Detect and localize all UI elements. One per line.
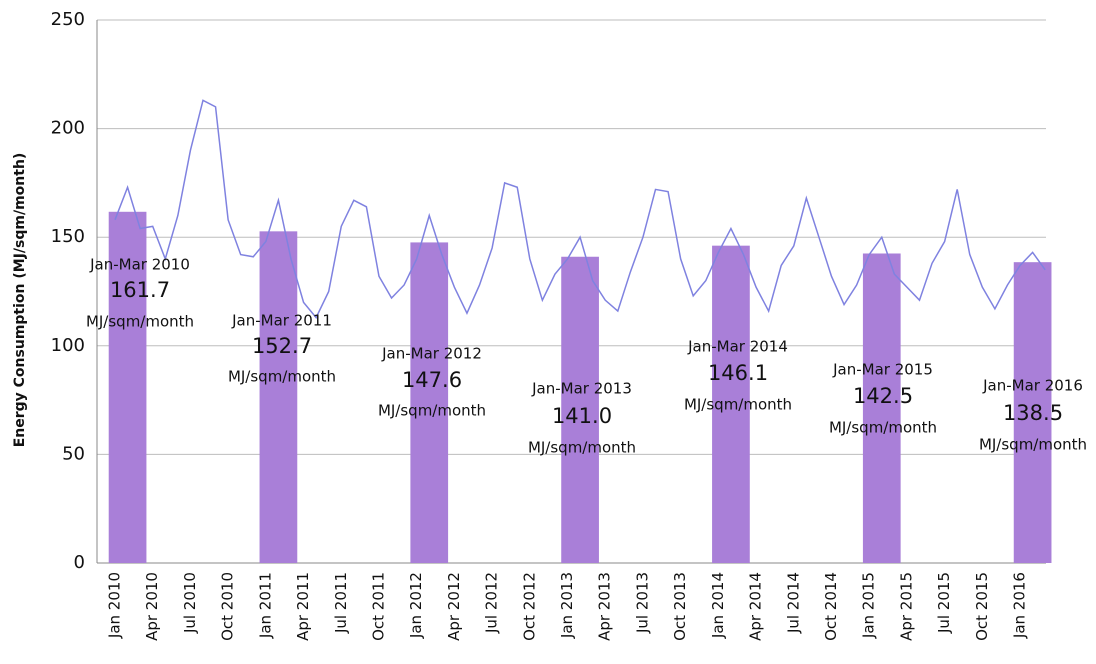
line [114,99,1046,319]
annotation-period: Jan-Mar 2012 [381,345,482,363]
annotation-unit: MJ/sqm/month [228,368,336,386]
annotation-period: Jan-Mar 2010 [89,256,190,274]
x-tick-label: Jul 2013 [633,572,651,634]
x-tick-label: Jan 2016 [1011,572,1029,639]
x-tick-label: Oct 2014 [822,572,840,641]
x-tick-label: Apr 2013 [596,572,614,641]
annotation-value: 152.7 [252,334,312,358]
annotation-period: Jan-Mar 2014 [687,338,788,356]
x-tick-label: Oct 2010 [219,572,237,641]
annotation-value: 161.7 [110,278,170,302]
bar [712,245,750,563]
x-tick-label: Jan 2015 [860,572,878,639]
annotation-value: 141.0 [552,404,612,428]
annotation-unit: MJ/sqm/month [829,419,937,437]
x-tick-label: Apr 2012 [445,572,463,641]
x-tick-label: Apr 2015 [897,572,915,641]
bar [108,211,147,563]
annotation-value: 147.6 [402,368,462,392]
annotation-unit: MJ/sqm/month [979,436,1087,454]
y-tick-label: 250 [51,9,85,30]
x-tick-label: Jul 2015 [935,572,953,634]
y-axis-label: Energy Consumption (MJ/sqm/month) [12,153,28,448]
annotation-period: Jan-Mar 2013 [531,380,632,398]
x-tick-label: Jan 2011 [256,572,274,639]
bar [259,231,298,563]
annotation-value: 146.1 [708,361,768,385]
bar [561,256,599,563]
y-tick-label: 200 [51,118,85,139]
y-tick-label: 0 [74,552,85,573]
x-tick-label: Jul 2011 [332,572,350,634]
x-tick-label: Jan 2013 [558,572,576,639]
annotation-value: 138.5 [1003,401,1063,425]
x-tick-label: Jul 2010 [181,572,199,634]
annotation-unit: MJ/sqm/month [378,402,486,420]
annotation-period: Jan-Mar 2016 [982,377,1083,395]
annotation-period: Jan-Mar 2011 [231,312,332,330]
x-tick-label: Jan 2014 [709,572,727,639]
x-tick-label: Jul 2014 [784,572,802,634]
x-tick-label: Oct 2011 [369,572,387,641]
x-tick-label: Oct 2012 [520,572,538,641]
annotation-unit: MJ/sqm/month [86,313,194,331]
annotation-value: 142.5 [853,384,913,408]
annotation-unit: MJ/sqm/month [528,439,636,457]
annotation-period: Jan-Mar 2015 [832,361,933,379]
x-tick-label: Oct 2015 [973,572,991,641]
x-tick-label: Jul 2012 [483,572,501,634]
bar [410,242,449,564]
x-tick-label: Jan 2010 [106,572,124,639]
bar [1013,262,1052,563]
x-tick-label: Jan 2012 [407,572,425,639]
bar [862,253,901,564]
x-tick-label: Apr 2014 [747,572,765,641]
x-tick-label: Apr 2010 [143,572,161,641]
annotation-unit: MJ/sqm/month [684,396,792,414]
x-tick-label: Apr 2011 [294,572,312,641]
x-tick-label: Oct 2013 [671,572,689,641]
y-tick-label: 150 [51,226,85,247]
y-tick-label: 50 [62,443,85,464]
y-tick-label: 100 [51,335,85,356]
